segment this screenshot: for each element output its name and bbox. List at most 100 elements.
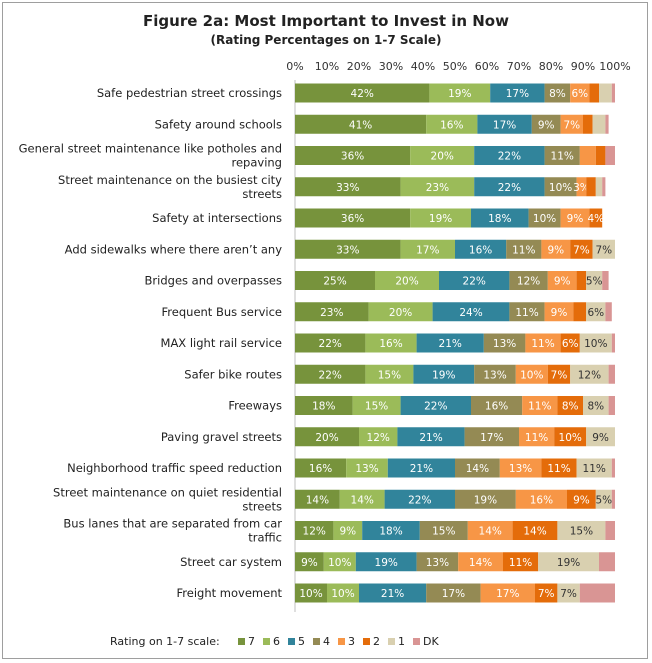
bar-segment: [586, 427, 615, 447]
data-label: 16%: [309, 463, 332, 475]
bar-segment: [509, 302, 545, 322]
data-label: 15%: [570, 526, 593, 538]
bar-segment: [544, 146, 580, 165]
legend-swatch: [263, 638, 270, 645]
data-label: 9%: [567, 213, 584, 225]
bar-segment: [573, 302, 587, 322]
bar-segment: [416, 552, 459, 572]
data-label: 11%: [531, 338, 554, 350]
bar-segment: [560, 333, 580, 353]
data-label: 15%: [378, 369, 401, 381]
data-label: 22%: [424, 401, 447, 413]
data-label: 22%: [319, 369, 342, 381]
bar-segment: [605, 521, 615, 540]
bar-segment: [323, 552, 356, 572]
data-label: 10%: [559, 432, 582, 444]
data-label: 19%: [429, 213, 452, 225]
bar-segment: [413, 364, 475, 384]
bar-segment: [557, 521, 606, 540]
data-label: 33%: [336, 244, 359, 256]
bar-segment: [400, 239, 455, 259]
data-label: 14%: [479, 526, 502, 538]
bar-segment: [611, 83, 615, 103]
bar-segment: [525, 333, 561, 353]
data-label: 8%: [549, 88, 566, 100]
bar-segment: [416, 333, 484, 353]
data-label: 7%: [595, 244, 612, 256]
data-label: 36%: [341, 151, 364, 163]
chart-title: Figure 2a: Most Important to Invest in N…: [143, 12, 509, 30]
data-label: 23%: [426, 182, 449, 194]
legend-label: DK: [423, 635, 439, 648]
data-label: 22%: [463, 276, 486, 288]
data-label: 10%: [520, 369, 543, 381]
bar-segment: [359, 427, 398, 447]
bar-segment: [368, 302, 433, 322]
bar-segment: [295, 239, 401, 259]
data-label: 3%: [573, 182, 590, 194]
chart-subtitle: (Rating Percentages on 1-7 Scale): [210, 33, 442, 47]
data-label: 14%: [306, 494, 329, 506]
bar-segment: [432, 302, 510, 322]
bar-segment: [602, 177, 606, 197]
data-label: 9%: [554, 276, 571, 288]
bar-segment: [592, 239, 615, 259]
bar-segment: [295, 396, 353, 415]
data-label: 11%: [528, 401, 551, 413]
category-label: Freight movement: [177, 586, 283, 600]
bar-segment: [570, 239, 593, 259]
data-label: 21%: [381, 588, 404, 600]
bar-segment: [592, 114, 606, 134]
data-label: 10%: [299, 588, 322, 600]
bar-segment: [541, 239, 571, 259]
data-label: 41%: [349, 119, 372, 131]
bar-segment: [579, 333, 612, 353]
data-label: 10%: [584, 338, 607, 350]
bar-segment: [295, 364, 366, 384]
legend-label: 7: [248, 635, 255, 648]
bar-segment: [397, 427, 465, 447]
data-label: 13%: [493, 338, 516, 350]
category-label: Street maintenance on quiet residential s…: [53, 485, 282, 513]
bar-segment: [410, 208, 471, 228]
bar-segment: [557, 583, 580, 603]
bar-segment: [522, 396, 558, 415]
data-label: 9%: [538, 119, 555, 131]
data-label: 7%: [560, 588, 577, 600]
bar-segment: [295, 114, 427, 134]
data-label: 20%: [315, 432, 338, 444]
bar-segment: [583, 114, 593, 134]
bar-segment: [547, 271, 577, 290]
bar-segment: [599, 552, 615, 572]
bar-segment: [605, 146, 615, 165]
bar-segment: [515, 489, 567, 509]
bar-segment: [426, 114, 478, 134]
data-label: 11%: [515, 307, 538, 319]
bar-segment: [605, 114, 609, 134]
bar-segment: [544, 177, 577, 197]
data-label: 5%: [586, 276, 603, 288]
bar-segment: [560, 208, 590, 228]
bar-segment: [400, 396, 471, 415]
bar-segment: [295, 302, 369, 322]
bar-segment: [471, 208, 529, 228]
data-label: 6%: [587, 307, 604, 319]
bar-segment: [333, 521, 363, 540]
category-label: Frequent Bus service: [162, 305, 282, 319]
legend-label: 6: [273, 635, 280, 648]
bar-segment: [339, 489, 385, 509]
bar-segment: [455, 489, 516, 509]
bar-segment: [295, 489, 340, 509]
data-label: 14%: [466, 463, 489, 475]
bar-segment: [586, 302, 606, 322]
data-label: 22%: [319, 338, 342, 350]
data-label: 17%: [480, 432, 503, 444]
data-label: 11%: [509, 557, 532, 569]
bar-segment: [490, 83, 545, 103]
legend-swatch: [363, 638, 370, 645]
bar-segment: [400, 177, 475, 197]
category-label: Add sidewalks where there aren’t any: [65, 242, 283, 256]
legend-label: 2: [373, 635, 380, 648]
data-label: 8%: [562, 401, 579, 413]
category-label: MAX light rail service: [161, 336, 282, 350]
